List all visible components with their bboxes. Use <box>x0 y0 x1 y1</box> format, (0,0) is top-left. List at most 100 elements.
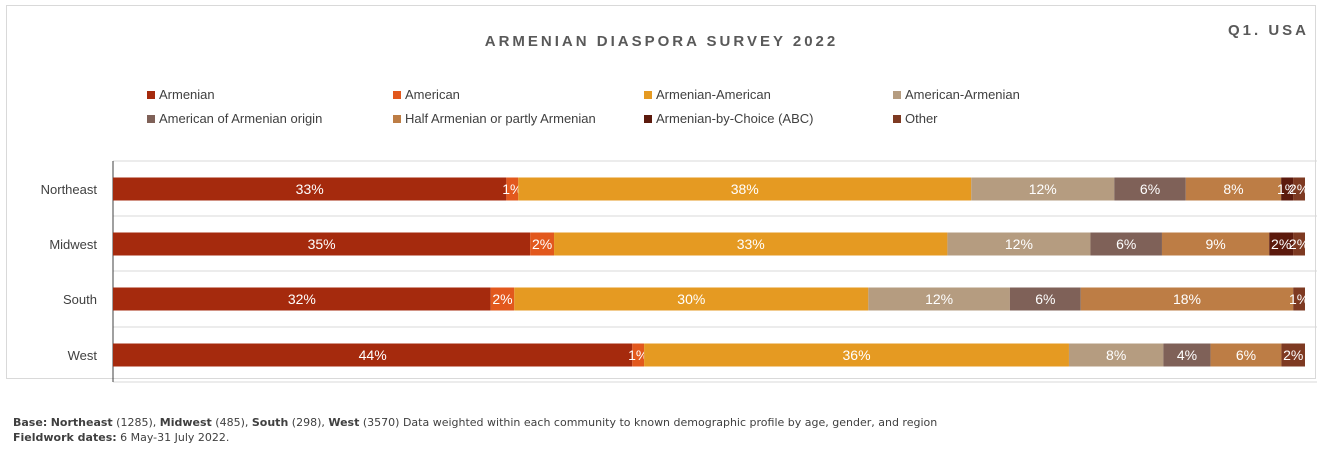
legend-label: Half Armenian or partly Armenian <box>405 111 596 126</box>
bar-segment <box>1269 232 1294 256</box>
legend-item-half-armenian-or-partly-armenian: Half Armenian or partly Armenian <box>393 111 596 126</box>
legend-item-armenian-by-choice-abc: Armenian-by-Choice (ABC) <box>644 111 814 126</box>
data-label: 38% <box>731 181 759 197</box>
bar-segment <box>1293 232 1305 256</box>
data-label: 6% <box>1140 181 1160 197</box>
bar-segment <box>1161 232 1270 256</box>
data-label: 12% <box>925 291 953 307</box>
footer-region-northeast: Northeast <box>50 416 113 429</box>
legend-label: Armenian-American <box>656 87 771 102</box>
data-label: 2% <box>492 291 512 307</box>
data-label: 8% <box>1106 347 1126 363</box>
legend-item-armenian-american: Armenian-American <box>644 87 771 102</box>
chart-title: ARMENIAN DIASPORA SURVEY 2022 <box>484 33 839 50</box>
category-label-south: South <box>63 292 97 307</box>
data-label: 2% <box>1283 347 1303 363</box>
legend-item-american-armenian: American-Armenian <box>893 87 1020 102</box>
footer-count-midwest: (485), <box>211 416 252 429</box>
data-label: 6% <box>1035 291 1055 307</box>
data-label: 2% <box>1289 236 1309 252</box>
bar-segment <box>1009 287 1081 311</box>
data-label: 32% <box>288 291 316 307</box>
bar-segment <box>868 287 1010 311</box>
data-label: 44% <box>359 347 387 363</box>
footer-notes: Base: Northeast (1285), Midwest (485), S… <box>13 415 937 445</box>
footer-count-northeast: (1285), <box>112 416 160 429</box>
data-label: 1% <box>1277 181 1297 197</box>
data-label: 1% <box>628 347 648 363</box>
legend-label: American <box>405 87 460 102</box>
legend-item-american-of-armenian-origin: American of Armenian origin <box>147 111 322 126</box>
data-label: 1% <box>1289 291 1309 307</box>
bar-segment <box>506 177 519 201</box>
legend-swatch <box>147 90 155 99</box>
legend-swatch <box>147 114 155 123</box>
legend-item-armenian: Armenian <box>147 87 215 102</box>
legend-swatch <box>393 114 401 123</box>
data-label: 6% <box>1236 347 1256 363</box>
footer-count-south: (298), <box>288 416 329 429</box>
legend-swatch <box>393 90 401 99</box>
data-label: 2% <box>1271 236 1291 252</box>
bar-segment <box>1210 343 1282 367</box>
data-label: 9% <box>1205 236 1225 252</box>
data-label: 12% <box>1005 236 1033 252</box>
legend-swatch <box>644 114 652 123</box>
data-label: 18% <box>1173 291 1201 307</box>
footer-fieldwork-line: Fieldwork dates: 6 May-31 July 2022. <box>13 430 937 445</box>
bar-segment <box>971 177 1115 201</box>
bar-segment <box>554 232 948 256</box>
category-label-west: West <box>68 348 98 363</box>
bar-segment <box>632 343 645 367</box>
bar-segment <box>1281 343 1305 367</box>
legend-item-american: American <box>393 87 460 102</box>
bar-segment <box>1080 287 1294 311</box>
footer-count-west: (3570) Data weighted within each communi… <box>359 416 938 429</box>
data-label: 35% <box>308 236 336 252</box>
bar-segment <box>1068 343 1164 367</box>
stacked-bar-chart: Northeast 33% 1% 38% 12% 6% 8% 1%2%Midwest 35% 2%… <box>41 160 1317 383</box>
bar-segment <box>490 287 515 311</box>
chart-tag: Q1. USA <box>1227 22 1309 39</box>
category-label-midwest: Midwest <box>49 237 97 252</box>
bar-segment <box>113 343 633 367</box>
bar-segment <box>113 177 507 201</box>
bar-segment <box>1185 177 1282 201</box>
data-label: 2% <box>1289 181 1309 197</box>
legend-label: American-Armenian <box>905 87 1020 102</box>
bar-segment <box>644 343 1069 367</box>
footer-region-south: South <box>251 416 289 429</box>
legend-label: Armenian-by-Choice (ABC) <box>656 111 814 126</box>
category-label-northeast: Northeast <box>41 182 98 197</box>
legend-swatch <box>644 90 652 99</box>
bar-segment <box>1114 177 1186 201</box>
bar-segment <box>113 287 491 311</box>
data-label: 4% <box>1177 347 1197 363</box>
data-label: 6% <box>1116 236 1136 252</box>
legend: Armenian American Armenian-American America… <box>0 0 1323 140</box>
data-label: 33% <box>296 181 324 197</box>
data-label: 12% <box>1029 181 1057 197</box>
footer-base-label: Base: <box>13 416 48 429</box>
data-label: 8% <box>1223 181 1243 197</box>
legend-item-other: Other <box>893 111 938 126</box>
data-label: 33% <box>737 236 765 252</box>
bar-segment <box>1293 177 1305 201</box>
legend-label: Armenian <box>159 87 215 102</box>
bar-segment <box>1293 287 1305 311</box>
footer-fieldwork-label: Fieldwork dates: <box>13 431 117 444</box>
legend-swatch <box>893 114 901 123</box>
data-label: 30% <box>677 291 705 307</box>
data-label: 36% <box>843 347 871 363</box>
bar-segment <box>530 232 555 256</box>
bar-segment <box>1090 232 1162 256</box>
bar-segment <box>518 177 972 201</box>
chart-frame <box>6 5 1316 379</box>
bar-segment <box>1281 177 1294 201</box>
footer-region-west: West <box>328 416 360 429</box>
data-label: 2% <box>532 236 552 252</box>
footer-fieldwork-dates: 6 May-31 July 2022. <box>116 431 230 444</box>
bar-segment <box>113 232 531 256</box>
bar-segment <box>947 232 1091 256</box>
legend-swatch <box>893 90 901 99</box>
